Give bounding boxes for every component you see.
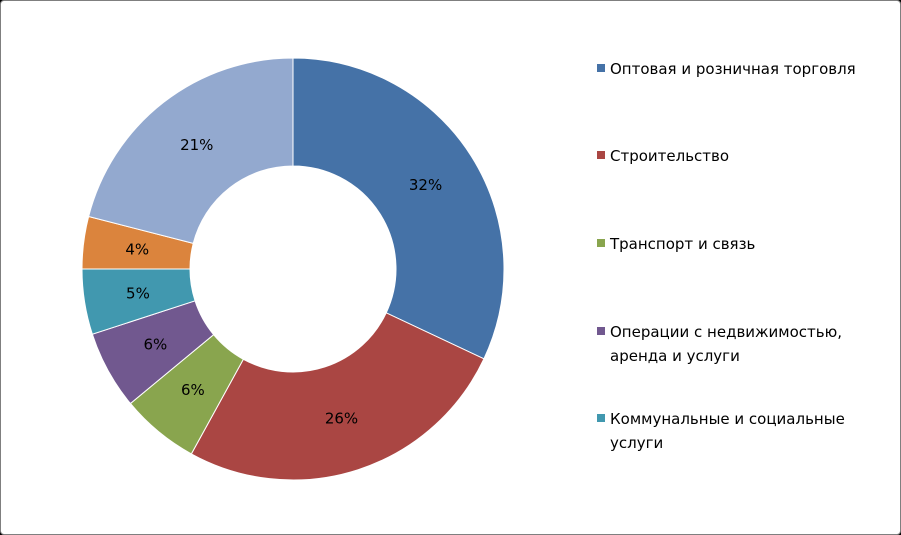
- legend-swatch-trade: [597, 64, 605, 72]
- legend-swatch-construction: [597, 151, 605, 159]
- donut-data-label-6: 21%: [180, 136, 213, 154]
- legend-item-transport: Транспорт и связь: [597, 232, 895, 256]
- legend-label-utilities: Коммунальные и социальные услуги: [610, 410, 845, 452]
- legend-swatch-utilities: [597, 414, 605, 422]
- donut-data-label-0: 32%: [409, 176, 442, 194]
- donut-data-label-1: 26%: [325, 409, 358, 427]
- legend-item-real-estate: Операции с недвижимостью, аренда и услуг…: [597, 320, 860, 368]
- legend-item-trade: Оптовая и розничная торговля: [597, 57, 895, 81]
- donut-data-label-2: 6%: [181, 381, 205, 399]
- donut-slice-6: [88, 57, 294, 244]
- donut-slice-0: [292, 57, 505, 360]
- legend-item-utilities: Коммунальные и социальные услуги: [597, 407, 895, 455]
- donut-data-label-4: 5%: [126, 285, 150, 303]
- legend-item-construction: Строительство: [597, 144, 895, 168]
- legend-label-real-estate: Операции с недвижимостью, аренда и услуг…: [610, 323, 843, 365]
- legend-label-construction: Строительство: [610, 147, 730, 165]
- legend-label-transport: Транспорт и связь: [610, 235, 756, 253]
- legend-swatch-real-estate: [597, 327, 605, 335]
- legend-label-trade: Оптовая и розничная торговля: [610, 60, 856, 78]
- donut-slice-1: [190, 312, 485, 481]
- donut-data-label-3: 6%: [144, 336, 168, 354]
- donut-data-label-5: 4%: [125, 240, 149, 258]
- legend-swatch-transport: [597, 239, 605, 247]
